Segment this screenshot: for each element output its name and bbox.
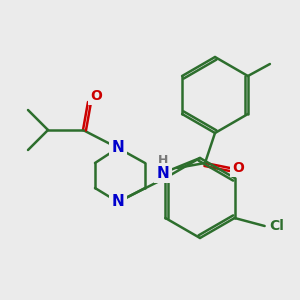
Text: O: O [232, 161, 244, 175]
Text: N: N [157, 166, 169, 181]
Text: O: O [90, 89, 102, 103]
Text: N: N [112, 140, 124, 155]
Text: H: H [158, 154, 168, 166]
Text: N: N [112, 194, 124, 209]
Text: Cl: Cl [269, 219, 284, 233]
